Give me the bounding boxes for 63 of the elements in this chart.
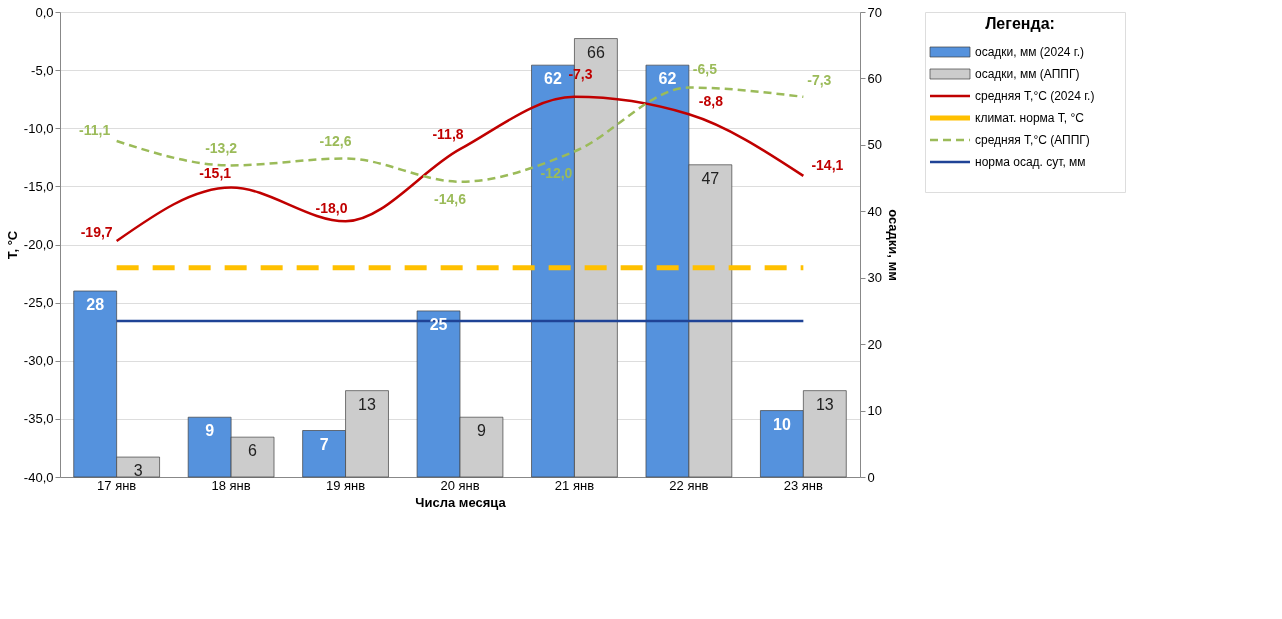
x-tick-label: 23 янв [783, 477, 824, 493]
y2-tick-label: 20 [867, 336, 882, 352]
data-label: 28 [86, 296, 105, 313]
data-label: 9 [205, 422, 215, 440]
data-label: -13,2 [205, 140, 238, 157]
data-label: -18,0 [315, 200, 348, 217]
y-tick-label: 0,0 [35, 4, 54, 20]
data-label: 47 [701, 169, 720, 187]
data-label: -11,1 [79, 122, 111, 139]
x-axis-title: Числа месяца [415, 494, 507, 510]
data-label: -6,5 [692, 60, 718, 77]
x-tick-label: 18 янв [211, 477, 251, 493]
y2-axis-title: осадки, мм [885, 209, 901, 281]
x-tick-label: 22 янв [669, 477, 709, 493]
data-label: 6 [248, 442, 258, 460]
data-label: -19,7 [80, 224, 113, 241]
data-label: -12,0 [540, 164, 573, 181]
y-tick-label: -20,0 [23, 237, 54, 252]
data-label: -12,6 [319, 133, 352, 150]
y2-tick-label: 50 [867, 137, 882, 153]
legend-label: осадки, мм (АППГ) [975, 67, 1080, 81]
legend-label: норма осад. сут, мм [975, 155, 1086, 169]
y2-tick-label: 70 [867, 4, 882, 20]
data-label: 13 [815, 395, 834, 413]
data-label: 7 [319, 435, 329, 453]
data-label: 25 [429, 315, 448, 333]
data-label: -14,1 [811, 156, 844, 173]
legend-label: климат. норма Т, °С [975, 111, 1085, 125]
data-label: 66 [587, 43, 605, 61]
x-tick-label: 21 янв [554, 477, 595, 493]
y-tick-label: -35,0 [23, 411, 54, 427]
data-label: 10 [772, 415, 791, 433]
y2-tick-label: 30 [867, 270, 882, 286]
data-label: 9 [477, 422, 487, 440]
y2-tick-label: 0 [867, 469, 875, 485]
data-label: -14,6 [434, 190, 467, 207]
data-label: -8,8 [698, 93, 724, 110]
data-label: 62 [658, 70, 677, 88]
legend-label: средняя Т,°С (2024 г.) [975, 89, 1095, 103]
y-axis-title: Т, °С [4, 230, 20, 260]
x-tick-label: 19 янв [325, 477, 366, 493]
y-tick-label: -25,0 [23, 295, 54, 311]
x-tick-label: 17 янв [97, 477, 137, 493]
y2-tick-label: 10 [867, 403, 882, 419]
line-series [115, 95, 805, 243]
y2-tick-label: 40 [867, 203, 882, 219]
x-tick-label: 20 янв [440, 477, 480, 493]
legend-label: осадки, мм (2024 г.) [975, 45, 1085, 59]
legend-label: средняя Т,°С (АППГ) [975, 133, 1090, 147]
y2-tick-label: 60 [867, 70, 882, 86]
y-tick-label: -40,0 [23, 469, 54, 485]
legend-title: Легенда: [985, 15, 1055, 32]
y-tick-label: -5,0 [31, 62, 54, 78]
line-series [115, 86, 805, 183]
data-label: 3 [133, 462, 143, 480]
data-label: -7,3 [807, 71, 832, 88]
y-tick-label: -30,0 [23, 353, 54, 369]
y-tick-label: -10,0 [23, 120, 54, 136]
y-tick-label: -15,0 [23, 178, 54, 194]
data-label: 13 [358, 395, 377, 413]
data-label: -15,1 [199, 164, 232, 181]
data-label: -11,8 [432, 126, 464, 143]
data-label: 62 [544, 70, 562, 88]
